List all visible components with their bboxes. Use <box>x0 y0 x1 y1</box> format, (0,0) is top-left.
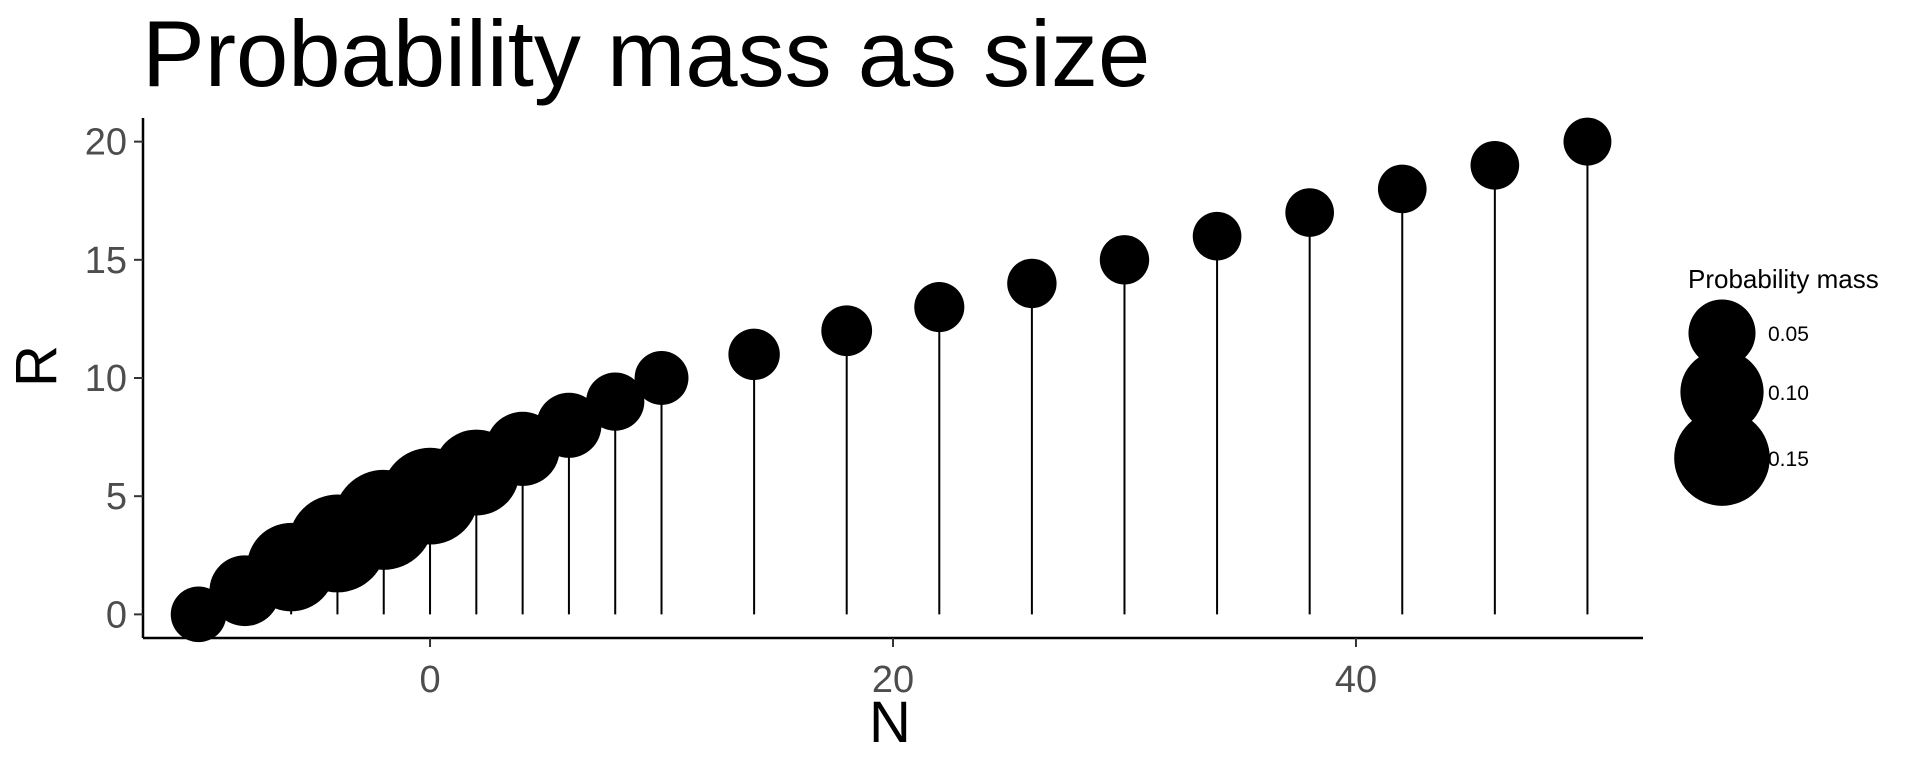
legend-key-1 <box>1680 350 1764 434</box>
data-point-8 <box>536 392 602 458</box>
legend-label-1: 0.10 <box>1768 382 1809 405</box>
legend-label-2: 0.15 <box>1768 448 1809 471</box>
x-tick-label-1: 20 <box>872 659 914 701</box>
legend-key-0 <box>1688 299 1756 367</box>
legend: Probability mass 0.05 0.10 0.15 <box>1674 264 1879 506</box>
data-point-19 <box>1470 140 1520 190</box>
y-tick-label-1: 5 <box>106 476 127 518</box>
data-point-14 <box>1007 258 1057 309</box>
data-point-10 <box>634 351 689 405</box>
x-axis-title: N <box>869 690 911 755</box>
data-point-11 <box>728 328 780 381</box>
y-tick-label-4: 20 <box>85 122 127 164</box>
legend-key-2 <box>1674 410 1770 506</box>
x-tick-label-0: 0 <box>419 659 440 701</box>
legend-title: Probability mass <box>1688 264 1879 294</box>
data-point-16 <box>1192 211 1242 261</box>
data-point-13 <box>914 282 965 333</box>
y-tick-label-0: 0 <box>106 594 127 636</box>
y-axis-title: R <box>4 345 69 387</box>
data-point-17 <box>1285 188 1334 237</box>
plot-area <box>170 117 1612 643</box>
x-axis-ticks: 0 20 40 <box>419 638 1377 701</box>
legend-label-0: 0.05 <box>1768 323 1809 346</box>
y-tick-label-3: 15 <box>85 240 127 282</box>
y-axis-ticks: 0 5 10 15 20 <box>85 122 143 636</box>
chart-title: Probability mass as size <box>142 1 1150 106</box>
data-point-20 <box>1563 117 1612 166</box>
data-point-9 <box>586 372 645 431</box>
data-point-18 <box>1377 164 1427 214</box>
data-point-15 <box>1099 235 1150 285</box>
x-tick-label-2: 40 <box>1335 659 1377 701</box>
data-point-12 <box>821 305 873 357</box>
y-tick-label-2: 10 <box>85 358 127 400</box>
